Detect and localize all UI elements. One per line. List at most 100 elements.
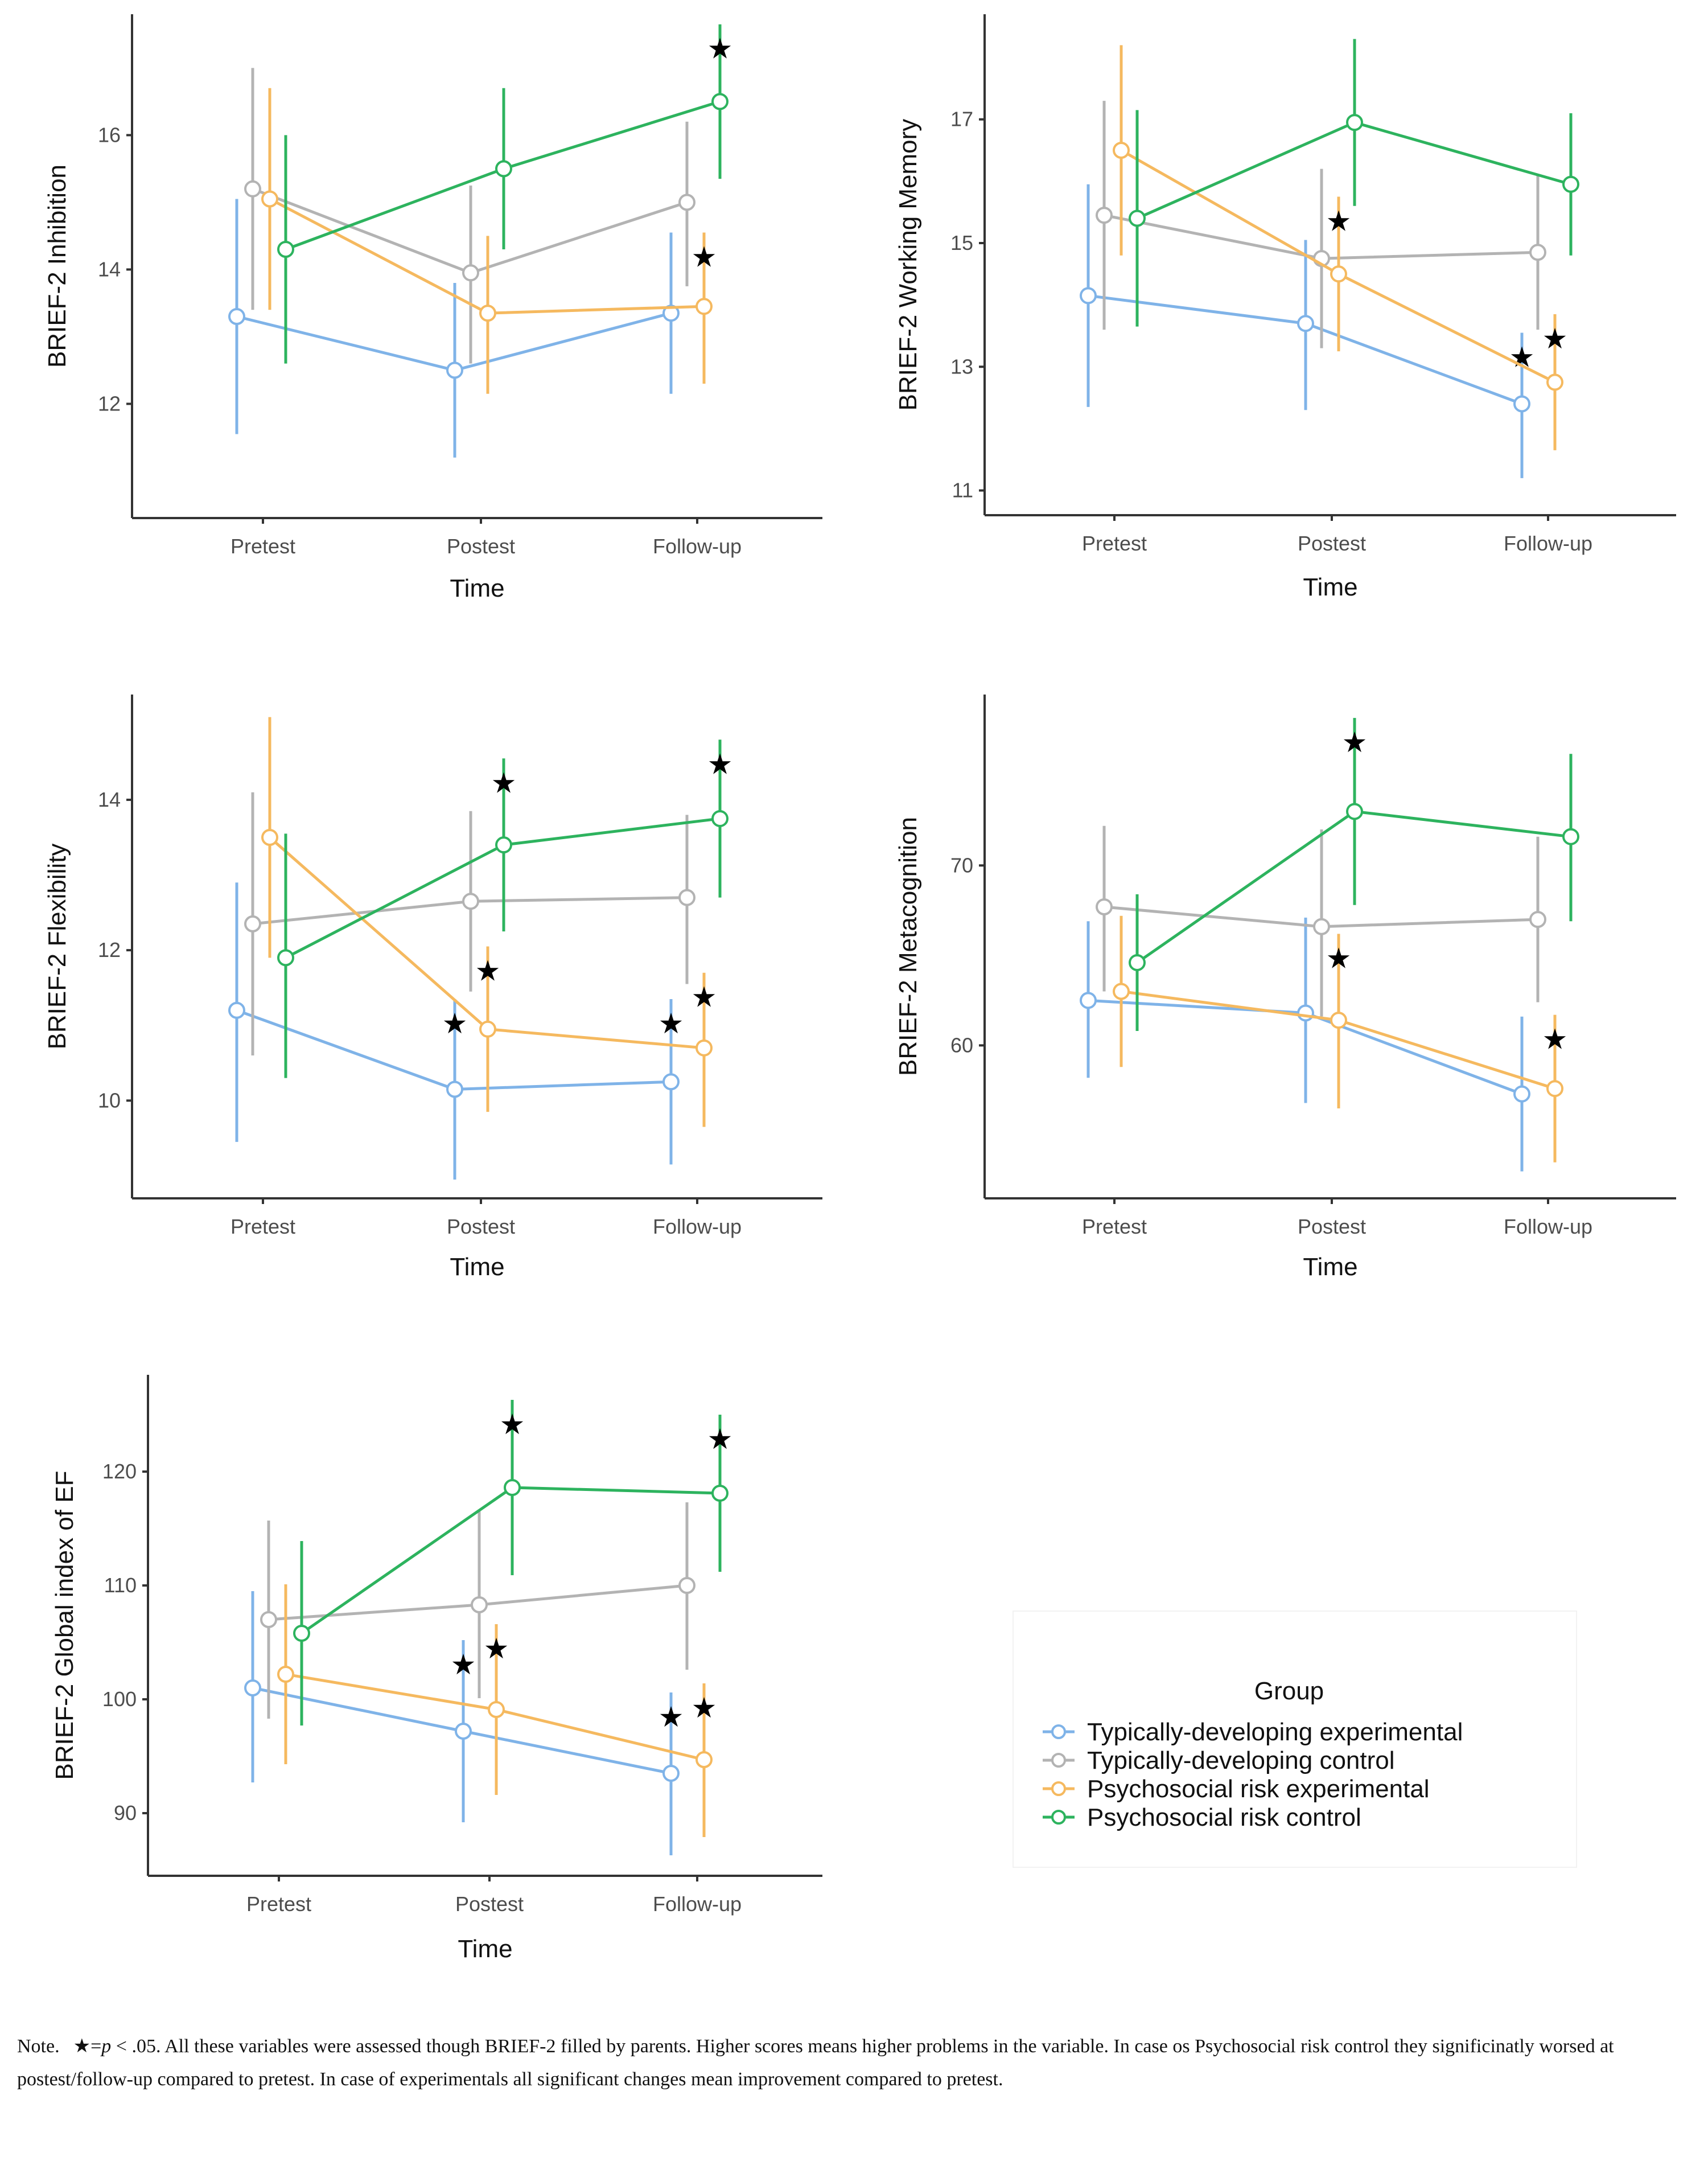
y-tick-label: 13: [950, 355, 973, 378]
series-2: [1096, 825, 1546, 1017]
legend-box: [1013, 1611, 1577, 1868]
y-tick-label: 90: [114, 1801, 137, 1825]
data-point: [1113, 983, 1130, 1000]
significance-star: ★: [1342, 726, 1368, 759]
y-tick-label: 12: [98, 392, 121, 415]
x-tick-label: Follow-up: [1504, 1215, 1592, 1238]
data-point: [446, 361, 463, 379]
data-point: [1113, 142, 1130, 159]
data-point: [1562, 175, 1579, 193]
y-axis-title: BRIEF-2 Working Memory: [894, 119, 922, 411]
data-point: [1513, 1085, 1530, 1103]
data-point: [1129, 209, 1146, 227]
x-tick-label: Postest: [1298, 1215, 1366, 1238]
data-point: [1080, 992, 1097, 1009]
note-p-symbol: p: [101, 2036, 112, 2057]
star-symbol: ★: [73, 2035, 91, 2057]
chart-panel-1: 12 14 16 Pretest Postest Follow-up Time BRIEF-2…: [43, 14, 822, 602]
data-point: [462, 264, 479, 282]
significance-star: ★: [1326, 942, 1352, 975]
legend-title: Group: [1254, 1677, 1324, 1705]
data-point: [1513, 395, 1530, 413]
significance-star: ★: [451, 1648, 476, 1681]
significance-star: ★: [692, 241, 717, 274]
y-axis-title: BRIEF-2 Metacognition: [894, 817, 922, 1076]
legend: Group Typically-developing experimentalTy…: [1013, 1611, 1577, 1868]
series-4: [1129, 39, 1579, 327]
y-axis-title: BRIEF-2 Flexibility: [43, 844, 71, 1050]
series-1: ★: [1080, 184, 1534, 478]
x-axis-title: Time: [458, 1935, 512, 1963]
data-point: [662, 1765, 680, 1782]
x-tick-label: Pretest: [231, 1215, 295, 1238]
data-point: [488, 1701, 505, 1718]
data-point: [228, 308, 245, 325]
data-point: [261, 190, 278, 208]
data-point: [1546, 373, 1563, 391]
x-tick-label: Follow-up: [653, 1892, 742, 1916]
series-1: ★★: [244, 1591, 684, 1855]
y-tick-label: 60: [950, 1033, 973, 1057]
x-tick-label: Follow-up: [653, 1215, 742, 1238]
significance-star: ★: [692, 981, 717, 1014]
x-tick-label: Follow-up: [1504, 532, 1592, 555]
data-point: [455, 1723, 472, 1740]
data-point: [471, 1596, 488, 1613]
significance-star: ★: [442, 1007, 468, 1040]
data-point: [277, 1666, 294, 1683]
y-tick-label: 10: [98, 1088, 121, 1112]
data-point: [277, 949, 294, 967]
y-tick-label: 70: [950, 853, 973, 877]
y-tick-label: 120: [102, 1460, 137, 1483]
data-point: [462, 893, 479, 910]
x-tick-label: Pretest: [246, 1892, 311, 1916]
legend-label: Psychosocial risk control: [1087, 1803, 1361, 1831]
data-point: [711, 93, 729, 110]
data-point: [662, 305, 680, 322]
data-point: [277, 241, 294, 258]
x-tick-label: Postest: [447, 1215, 515, 1238]
series-2: [1096, 101, 1546, 348]
x-axis-title: Time: [1303, 1253, 1357, 1281]
chart-panel-4: 60 70 Pretest Postest Follow-up Time BRIEF-2 M…: [894, 695, 1676, 1281]
data-point: [495, 836, 512, 854]
chart-panel-5: 90 100 110 120 Pretest Postest Follow-up Time BR…: [51, 1375, 822, 1963]
data-point: [711, 810, 729, 827]
data-point: [261, 828, 278, 846]
series-3: ★: [261, 88, 717, 394]
legend-swatch-point: [1051, 1781, 1066, 1796]
data-point: [1096, 898, 1113, 915]
data-point: [711, 1485, 729, 1502]
data-point: [244, 1679, 261, 1696]
data-point: [695, 298, 713, 315]
data-point: [495, 160, 512, 178]
data-point: [228, 1001, 245, 1019]
series-3: ★★: [277, 1584, 717, 1837]
y-tick-label: 100: [102, 1687, 137, 1711]
x-tick-label: Postest: [455, 1892, 524, 1916]
series-4: ★★: [277, 739, 733, 1078]
data-point: [446, 1080, 463, 1098]
note-text: All these variables were assessed though…: [17, 2036, 1614, 2090]
data-point: [1346, 803, 1363, 820]
significance-star: ★: [658, 1007, 684, 1040]
significance-star: ★: [475, 955, 501, 988]
significance-star: ★: [1542, 1023, 1568, 1056]
legend-item: Psychosocial risk experimental: [1043, 1775, 1430, 1803]
chart-panel-3: 10 12 14 Pretest Postest Follow-up Time BRIEF-2…: [43, 695, 822, 1281]
x-axis-title: Time: [450, 574, 504, 602]
note-prefix: =: [90, 2036, 102, 2057]
data-point: [1313, 918, 1330, 935]
x-tick-label: Pretest: [231, 535, 295, 558]
data-point: [662, 1073, 680, 1091]
significance-star: ★: [692, 1691, 717, 1724]
legend-item: Psychosocial risk control: [1043, 1803, 1361, 1831]
data-point: [1297, 1004, 1314, 1022]
significance-star: ★: [707, 747, 733, 780]
legend-swatch-point: [1051, 1753, 1066, 1768]
legend-swatch-point: [1051, 1810, 1066, 1825]
legend-label: Typically-developing control: [1087, 1747, 1395, 1774]
y-tick-label: 15: [950, 231, 973, 254]
series-4: ★★: [293, 1400, 732, 1725]
series-4: ★: [1129, 718, 1579, 1032]
